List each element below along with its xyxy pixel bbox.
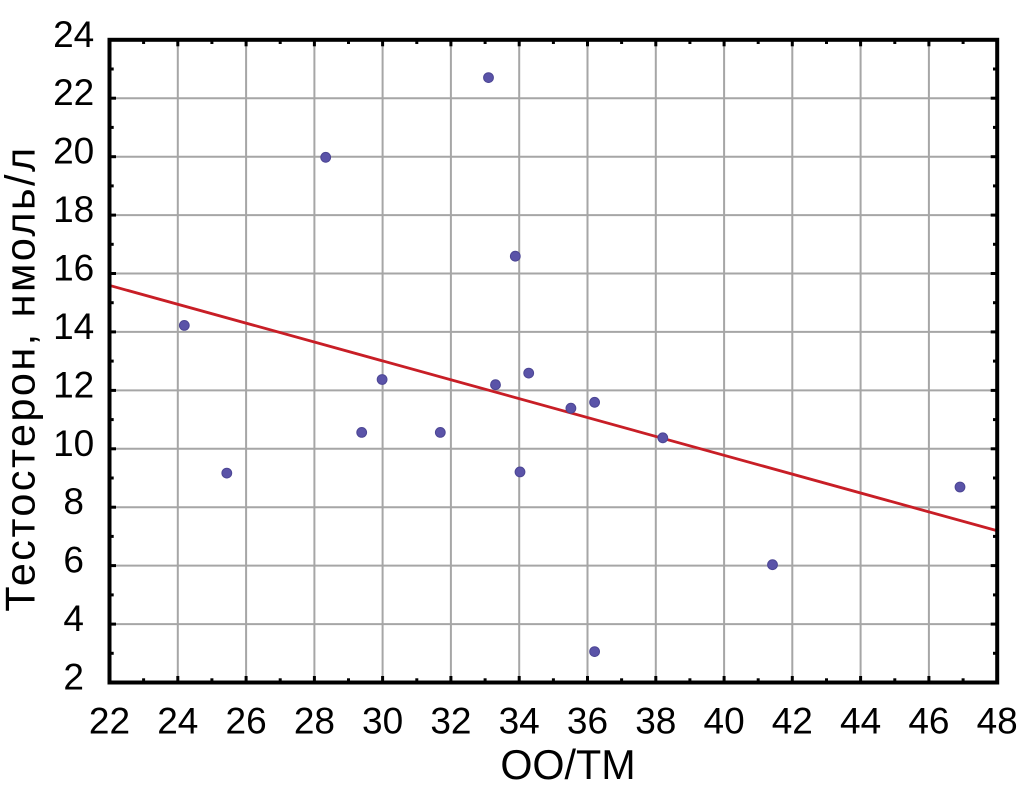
svg-text:Тестостерон, нмоль/л: Тестостерон, нмоль/л — [0, 145, 44, 611]
svg-text:ОО/ТМ: ОО/ТМ — [500, 742, 635, 788]
svg-text:10: 10 — [53, 423, 94, 464]
svg-text:18: 18 — [53, 189, 94, 230]
svg-text:46: 46 — [908, 701, 949, 742]
svg-text:34: 34 — [499, 701, 540, 742]
svg-text:14: 14 — [53, 306, 94, 347]
svg-text:22: 22 — [89, 701, 130, 742]
svg-text:22: 22 — [53, 72, 94, 113]
svg-text:30: 30 — [362, 701, 403, 742]
svg-text:28: 28 — [294, 701, 335, 742]
svg-text:16: 16 — [53, 248, 94, 289]
svg-text:48: 48 — [977, 701, 1018, 742]
svg-text:26: 26 — [226, 701, 267, 742]
svg-text:2: 2 — [63, 657, 84, 698]
svg-text:44: 44 — [840, 701, 881, 742]
svg-text:38: 38 — [635, 701, 676, 742]
svg-text:36: 36 — [567, 701, 608, 742]
svg-text:12: 12 — [53, 364, 94, 405]
svg-text:40: 40 — [704, 701, 745, 742]
svg-text:6: 6 — [63, 540, 84, 581]
svg-text:24: 24 — [157, 701, 198, 742]
svg-text:20: 20 — [53, 131, 94, 172]
svg-text:8: 8 — [63, 481, 84, 522]
svg-text:42: 42 — [772, 701, 813, 742]
svg-text:24: 24 — [53, 14, 94, 55]
svg-text:4: 4 — [63, 598, 84, 639]
svg-text:32: 32 — [430, 701, 471, 742]
